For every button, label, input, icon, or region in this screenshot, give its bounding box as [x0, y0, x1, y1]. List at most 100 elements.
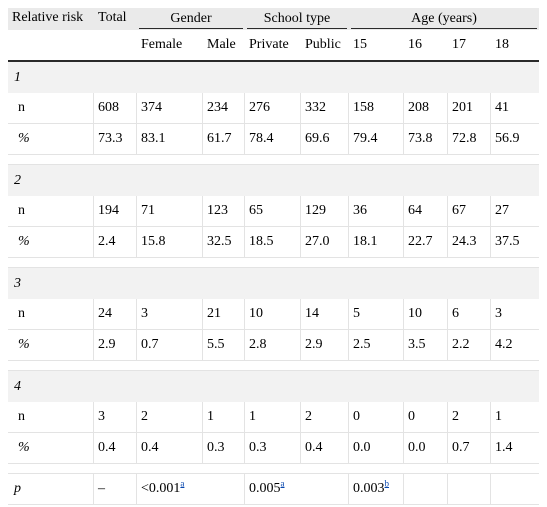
- value-cell: 3: [491, 299, 540, 330]
- value-cell: 129: [301, 196, 350, 227]
- value-cell: 0.4: [94, 433, 137, 464]
- p-school-value: 0.005: [249, 481, 281, 496]
- value-cell: 3: [94, 402, 137, 433]
- value-cell: 73.3: [94, 124, 137, 155]
- value-cell: 37.5: [491, 227, 540, 258]
- value-cell: 208: [404, 93, 449, 124]
- section-fill: [94, 62, 540, 93]
- header-age: Age (years): [349, 8, 540, 30]
- p-empty: [404, 474, 449, 505]
- value-cell: 0.0: [349, 433, 405, 464]
- row-label: n: [8, 196, 94, 227]
- value-cell: 24: [94, 299, 137, 330]
- footnote-link[interactable]: b: [384, 478, 390, 489]
- header-total: Total: [94, 8, 137, 30]
- value-cell: 332: [301, 93, 350, 124]
- value-cell: 71: [137, 196, 203, 227]
- value-cell: 3.5: [404, 330, 449, 361]
- value-cell: 4.2: [491, 330, 540, 361]
- value-cell: 1.4: [491, 433, 540, 464]
- table-row: n 194 71 123 65 129 36 64 67 27: [8, 196, 540, 227]
- value-cell: 10: [404, 299, 449, 330]
- relative-risk-table: Relative risk Total Gender School type A…: [8, 8, 540, 505]
- table-row: % 2.4 15.8 32.5 18.5 27.0 18.1 22.7 24.3 37.5: [8, 227, 540, 258]
- table-container: Relative risk Total Gender School type A…: [8, 8, 540, 505]
- table-body: 1 n 608 374 234 276 332 158 208 201 41% 73.3 83.1 61.…: [8, 62, 540, 505]
- section-label: 3: [8, 268, 94, 299]
- value-cell: 14: [301, 299, 350, 330]
- p-empty: [448, 474, 492, 505]
- value-cell: 0.4: [301, 433, 350, 464]
- section-row: 2: [8, 165, 540, 196]
- value-cell: 79.4: [349, 124, 405, 155]
- value-cell: 21: [203, 299, 246, 330]
- value-cell: 32.5: [203, 227, 246, 258]
- value-cell: 201: [448, 93, 492, 124]
- header-age-16: 16: [404, 30, 449, 62]
- value-cell: 2: [448, 402, 492, 433]
- value-cell: 6: [448, 299, 492, 330]
- value-cell: 73.8: [404, 124, 449, 155]
- row-label: %: [8, 433, 94, 464]
- p-age: 0.003b: [349, 474, 405, 505]
- p-school: 0.005a: [245, 474, 350, 505]
- row-label: %: [8, 124, 94, 155]
- value-cell: 67: [448, 196, 492, 227]
- table-row: % 73.3 83.1 61.7 78.4 69.6 79.4 73.8 72.8 56.9: [8, 124, 540, 155]
- value-cell: 0.7: [448, 433, 492, 464]
- section-label: 2: [8, 165, 94, 196]
- value-cell: 0.3: [203, 433, 246, 464]
- value-cell: 2.5: [349, 330, 405, 361]
- value-cell: 2.9: [301, 330, 350, 361]
- value-cell: 61.7: [203, 124, 246, 155]
- header-age-18: 18: [491, 30, 540, 62]
- spacer-row: [8, 258, 540, 268]
- footnote-link[interactable]: a: [280, 478, 285, 489]
- value-cell: 1: [491, 402, 540, 433]
- row-label: %: [8, 227, 94, 258]
- value-cell: 0: [404, 402, 449, 433]
- row-label: %: [8, 330, 94, 361]
- value-cell: 83.1: [137, 124, 203, 155]
- value-cell: 1: [245, 402, 302, 433]
- spacer-cell: [8, 155, 540, 165]
- p-gender-value: <0.001: [141, 481, 181, 496]
- value-cell: 24.3: [448, 227, 492, 258]
- section-label: 4: [8, 371, 94, 402]
- value-cell: 18.5: [245, 227, 302, 258]
- footnote-link[interactable]: a: [180, 478, 185, 489]
- value-cell: 608: [94, 93, 137, 124]
- section-row: 1: [8, 62, 540, 93]
- value-cell: 374: [137, 93, 203, 124]
- section-label: 1: [8, 62, 94, 93]
- p-empty: [491, 474, 540, 505]
- spacer-row: [8, 464, 540, 474]
- value-cell: 0: [349, 402, 405, 433]
- value-cell: 18.1: [349, 227, 405, 258]
- value-cell: 5: [349, 299, 405, 330]
- table-row: n 24 3 21 10 14 5 10 6 3: [8, 299, 540, 330]
- section-row: 3: [8, 268, 540, 299]
- row-label: n: [8, 93, 94, 124]
- value-cell: 65: [245, 196, 302, 227]
- spacer-row: [8, 155, 540, 165]
- spacer-cell: [8, 464, 540, 474]
- value-cell: 2.9: [94, 330, 137, 361]
- header-private: Private: [245, 30, 302, 62]
- value-cell: 194: [94, 196, 137, 227]
- row-label: n: [8, 299, 94, 330]
- value-cell: 41: [491, 93, 540, 124]
- value-cell: 234: [203, 93, 246, 124]
- value-cell: 0.4: [137, 433, 203, 464]
- header-public: Public: [301, 30, 350, 62]
- header-school-type: School type: [245, 8, 350, 30]
- p-gender: <0.001a: [137, 474, 246, 505]
- value-cell: 69.6: [301, 124, 350, 155]
- p-total: –: [94, 474, 137, 505]
- header-male: Male: [203, 30, 246, 62]
- value-cell: 64: [404, 196, 449, 227]
- section-fill: [94, 165, 540, 196]
- table-row: % 2.9 0.7 5.5 2.8 2.9 2.5 3.5 2.2 4.2: [8, 330, 540, 361]
- header-row-secondary: Female Male Private Public 15 16 17 18: [8, 30, 540, 62]
